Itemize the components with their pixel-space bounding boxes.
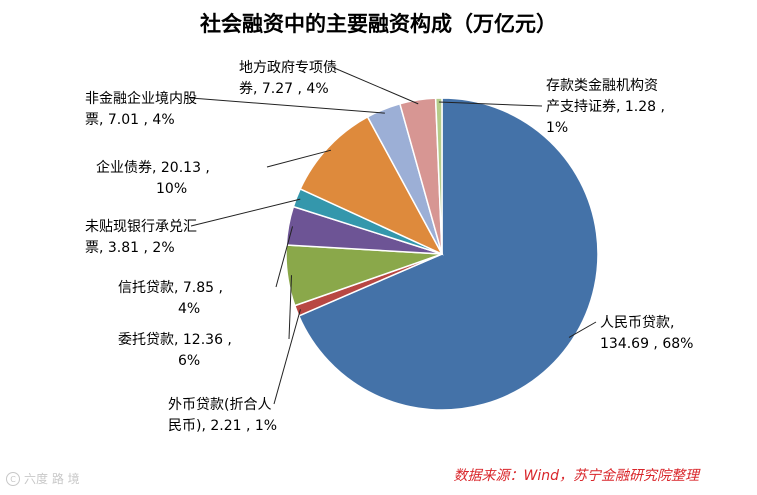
data-label: 信托贷款, 7.85 , 4% bbox=[118, 280, 223, 317]
watermark-logo-icon: C bbox=[6, 471, 20, 486]
pie-slice bbox=[297, 97, 599, 411]
chart-title: 社会融资中的主要融资构成（万亿元） bbox=[200, 12, 557, 36]
leader-line bbox=[275, 226, 294, 288]
leader-line bbox=[273, 309, 301, 405]
data-label: 地方政府专项债券, 7.27 , 4% bbox=[239, 60, 337, 97]
watermark: C 六度 路 境 bbox=[6, 470, 80, 487]
data-label: 委托贷款, 12.36 , 6% bbox=[118, 332, 232, 369]
data-source-note: 数据来源：Wind，苏宁金融研究院整理 bbox=[453, 468, 700, 484]
data-label: 外币贷款(折合人民币), 2.21 , 1% bbox=[168, 397, 277, 434]
leader-line bbox=[438, 101, 543, 107]
watermark-text: 六度 路 境 bbox=[24, 472, 80, 486]
pie-slice bbox=[434, 97, 443, 255]
data-label: 企业债券, 20.13 , 10% bbox=[96, 159, 210, 197]
pie-slice bbox=[299, 115, 444, 256]
leader-line bbox=[288, 275, 292, 340]
leader-line bbox=[568, 321, 597, 338]
leader-line bbox=[266, 149, 332, 168]
data-label: 存款类金融机构资产支持证券, 1.28 , 1% bbox=[546, 78, 665, 136]
leader-line bbox=[190, 97, 385, 114]
data-label: 人民币贷款, 134.69 , 68% bbox=[600, 315, 693, 352]
leader-line bbox=[190, 198, 301, 227]
data-label: 未贴现银行承兑汇票, 3.81 , 2% bbox=[85, 219, 197, 256]
leader-line bbox=[331, 66, 419, 105]
data-label: 非金融企业境内股票, 7.01 , 4% bbox=[85, 90, 197, 128]
